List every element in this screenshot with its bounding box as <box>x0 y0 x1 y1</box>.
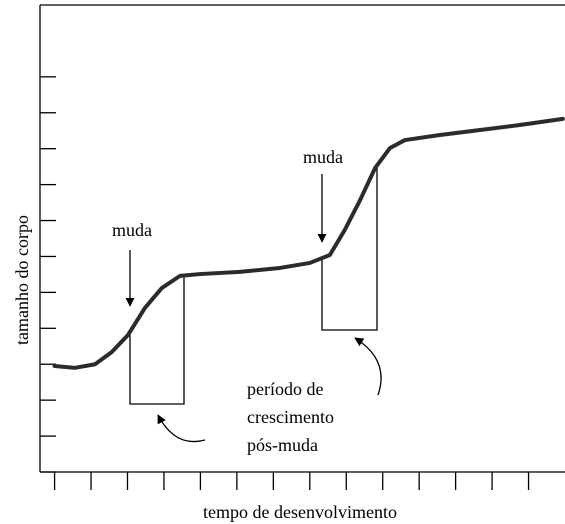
curved-arrow <box>354 337 382 396</box>
annotation: muda <box>112 220 152 240</box>
annotation: crescimento <box>247 407 334 427</box>
growth-box <box>129 276 185 405</box>
curved-arrow <box>157 414 206 443</box>
growth-box <box>321 168 378 331</box>
growth-curve <box>52 116 565 370</box>
annotation: muda <box>303 147 343 167</box>
x-axis-label: tempo de desenvolvimento <box>203 502 397 522</box>
y-axis-label: tamanho do corpo <box>12 215 32 345</box>
annotation: pós-muda <box>247 435 318 455</box>
annotation: período de <box>247 379 323 399</box>
